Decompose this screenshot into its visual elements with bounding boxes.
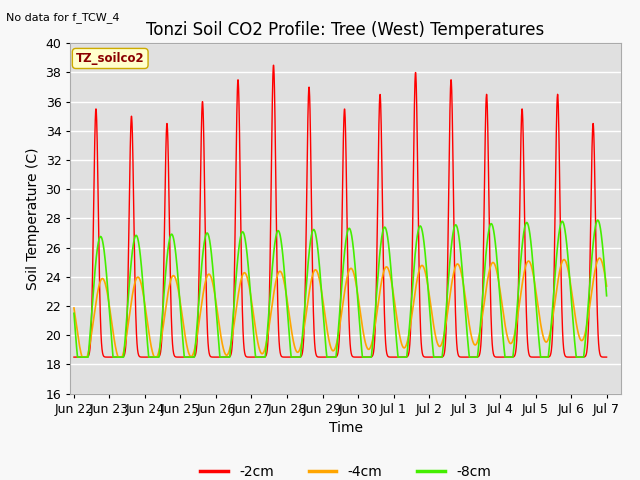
Text: TZ_soilco2: TZ_soilco2 [76, 52, 145, 65]
Text: No data for f_TCW_4: No data for f_TCW_4 [6, 12, 120, 23]
X-axis label: Time: Time [328, 421, 363, 435]
Legend: -2cm, -4cm, -8cm: -2cm, -4cm, -8cm [195, 460, 497, 480]
Title: Tonzi Soil CO2 Profile: Tree (West) Temperatures: Tonzi Soil CO2 Profile: Tree (West) Temp… [147, 21, 545, 39]
Y-axis label: Soil Temperature (C): Soil Temperature (C) [26, 147, 40, 289]
